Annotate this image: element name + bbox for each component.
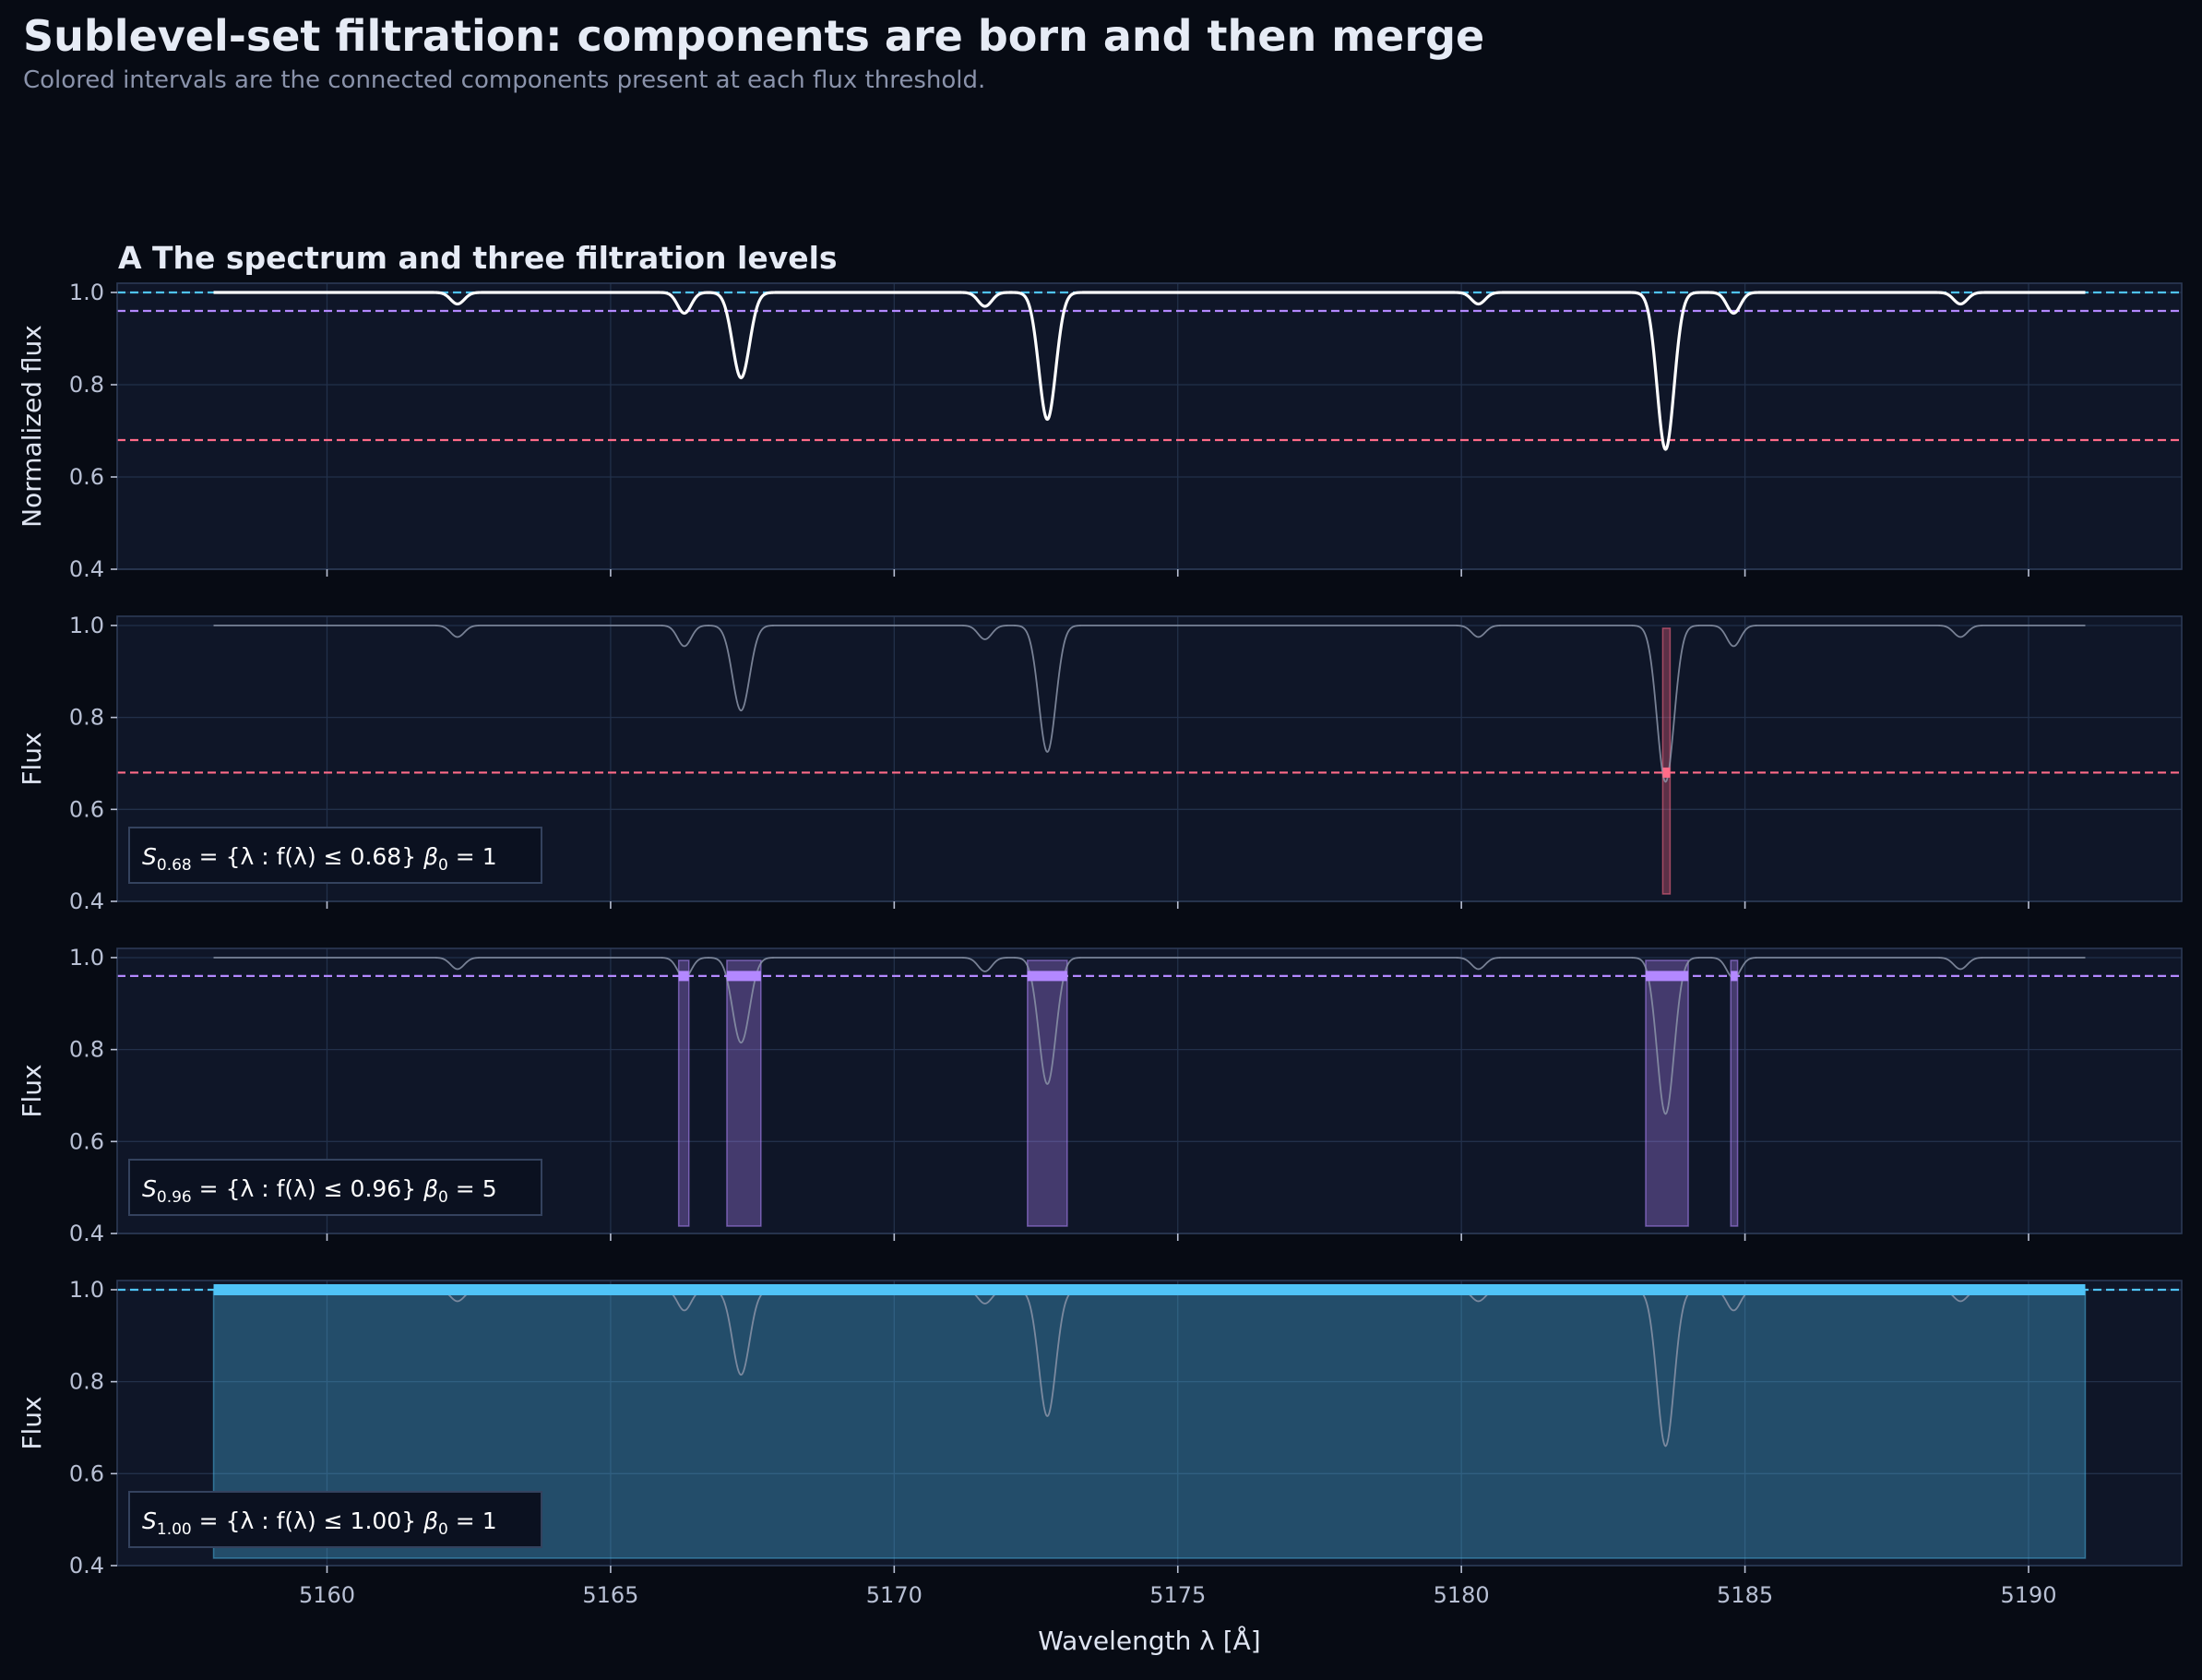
y-tick-label: 0.4 [69,556,104,582]
y-axis-label: Normalized flux [17,325,47,528]
panel-frame [116,1280,2183,1567]
component-marker [1027,971,1067,982]
spectrum-line [213,625,2086,783]
plot-area [117,957,2182,1227]
component-marker [726,971,761,982]
y-tick-label: 1.0 [69,613,104,638]
component-marker [1645,971,1689,982]
x-axis-label: Wavelength λ [Å] [1038,1625,1260,1656]
annotation-text: S0.68 = {λ : f(λ) ≤ 0.68} β0 = 1 [142,843,497,875]
annotation-text: S1.00 = {λ : f(λ) ≤ 1.00} β0 = 1 [142,1507,497,1539]
spectrum-line [212,291,2087,451]
y-tick-label: 0.6 [69,1460,104,1486]
component-marker [1731,971,1738,982]
panel-1: 0.4 0.6 0.8 1.0 Normalized flux A The spectru… [17,240,2183,582]
annotation-box [128,827,542,884]
x-tick-label: 5175 [1149,1582,1206,1608]
y-tick-label: 1.0 [69,945,104,971]
x-tick-label: 5180 [1434,1582,1490,1608]
panel-frame [116,615,2183,902]
set-annotation: S0.96 = {λ : f(λ) ≤ 0.96} β0 = 5 [128,1159,542,1216]
set-annotation: S0.68 = {λ : f(λ) ≤ 0.68} β0 = 1 [128,827,542,884]
y-tick-label: 0.8 [69,705,104,731]
component-marker [213,1283,2086,1295]
y-axis-label: Flux [17,1396,47,1449]
x-tick-label: 5185 [1717,1582,1773,1608]
x-tick-label: 5170 [866,1582,922,1608]
annotation-text: S0.96 = {λ : f(λ) ≤ 0.96} β0 = 5 [142,1175,497,1207]
y-tick-label: 0.6 [69,796,104,822]
x-tick-label: 5160 [299,1582,355,1608]
plot-area [117,291,2182,451]
panel-frame [116,947,2183,1234]
x-tick-label: 5190 [2000,1582,2056,1608]
y-tick-label: 0.4 [69,1221,104,1246]
panel-2: 0.4 0.6 0.8 1.0 Flux S0.68 = {λ : f(λ) ≤ 0.68… [17,613,2183,914]
y-tick-label: 0.6 [69,464,104,490]
component-interval [726,959,762,1227]
component-marker [1662,767,1671,778]
component-marker [678,971,689,982]
set-annotation: S1.00 = {λ : f(λ) ≤ 1.00} β0 = 1 [128,1491,542,1548]
annotation-box [128,1159,542,1216]
x-tick-label: 5165 [582,1582,638,1608]
component-interval [1730,959,1739,1227]
panel-3: 0.4 0.6 0.8 1.0 Flux S0.96 = {λ : f(λ) ≤ 0.96… [17,945,2183,1246]
plot-area [117,625,2182,895]
y-tick-label: 0.8 [69,1037,104,1063]
component-interval [1661,627,1672,895]
panel-frame [116,282,2183,570]
y-tick-label: 0.4 [69,888,104,914]
spectrum-line [213,957,2086,1115]
y-tick-label: 0.6 [69,1128,104,1154]
panel-4: 0.4 0.6 0.8 1.0 5160 5165 5170 5175 5180 5185 5190… [17,1277,2183,1656]
annotation-box [128,1491,542,1548]
figure-subtitle: Colored intervals are the connected comp… [23,66,986,94]
panel-background [117,283,2182,569]
component-interval [677,959,690,1227]
y-tick-label: 0.8 [69,372,104,398]
y-axis-label: Flux [17,1064,47,1117]
y-tick-label: 1.0 [69,280,104,305]
figure-title: Sublevel-set filtration: components are … [23,11,1485,61]
y-tick-label: 1.0 [69,1277,104,1303]
y-axis-label: Flux [17,732,47,785]
panel-label: A The spectrum and three filtration leve… [118,240,838,276]
y-tick-label: 0.4 [69,1553,104,1579]
component-interval [1027,959,1068,1227]
y-tick-label: 0.8 [69,1369,104,1395]
